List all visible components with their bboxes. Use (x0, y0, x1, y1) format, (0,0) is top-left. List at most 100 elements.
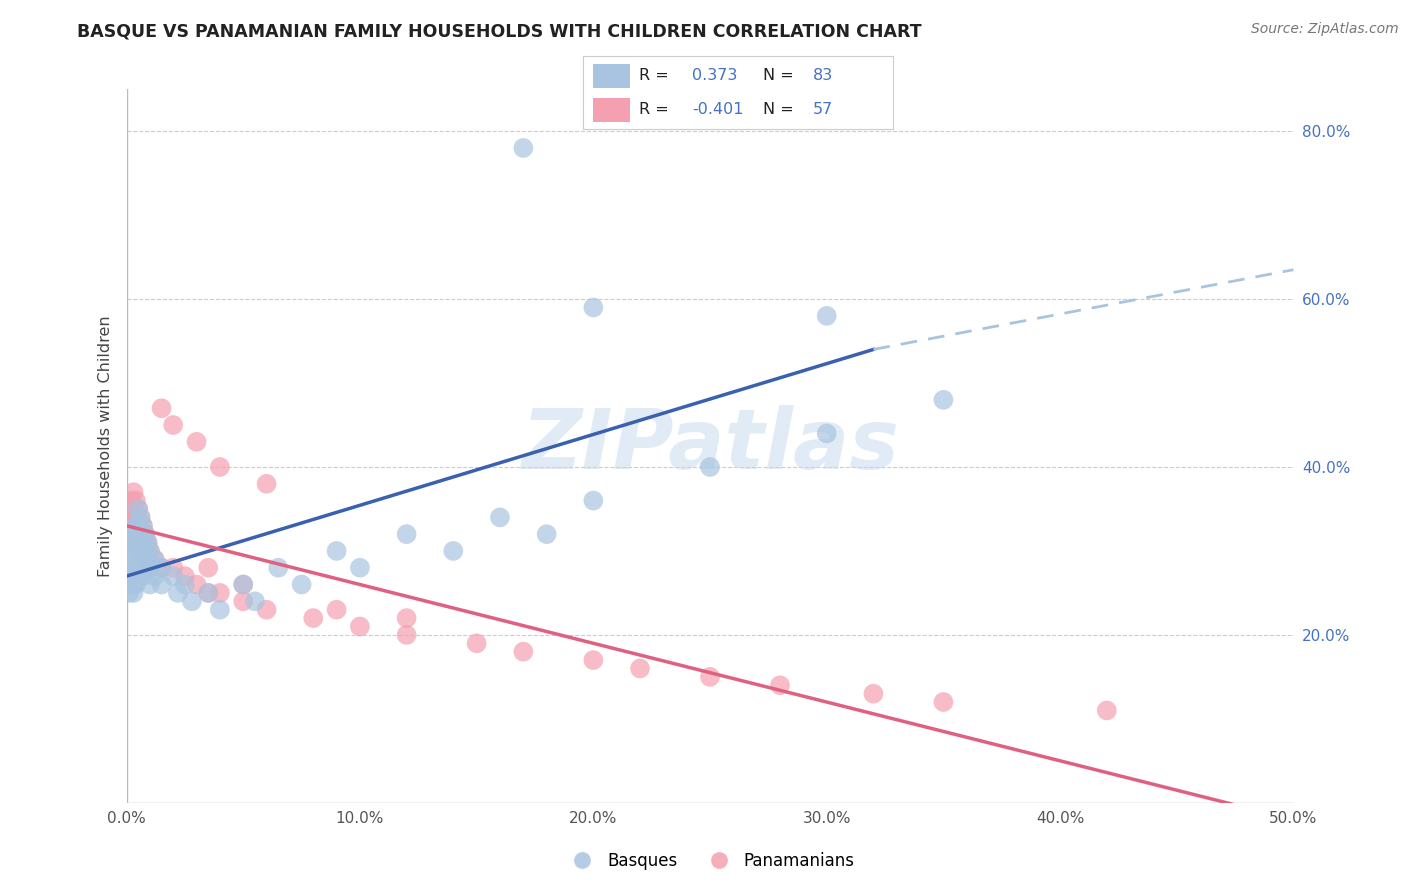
Point (118, 518, 141, 533)
Point (129, 560, 152, 574)
Point (132, 569, 155, 583)
Point (122, 569, 145, 583)
Point (325, 603, 347, 617)
Text: -0.401: -0.401 (692, 103, 744, 118)
Point (232, 577, 254, 591)
Point (150, 577, 173, 591)
Point (232, 577, 254, 591)
Point (127, 560, 149, 574)
Point (120, 527, 142, 541)
Text: N =: N = (763, 103, 793, 118)
Text: Source: ZipAtlas.com: Source: ZipAtlas.com (1251, 22, 1399, 37)
Point (120, 493, 142, 508)
Point (143, 552, 166, 566)
Point (197, 560, 219, 574)
Point (118, 569, 141, 583)
Point (136, 535, 159, 549)
Point (582, 653, 605, 667)
Point (267, 560, 290, 574)
Point (862, 687, 884, 701)
Text: BASQUE VS PANAMANIAN FAMILY HOUSEHOLDS WITH CHILDREN CORRELATION CHART: BASQUE VS PANAMANIAN FAMILY HOUSEHOLDS W… (77, 22, 922, 40)
Point (150, 560, 173, 574)
Point (125, 535, 148, 549)
Point (139, 544, 162, 558)
Point (125, 518, 148, 533)
Text: R =: R = (640, 103, 669, 118)
Point (162, 417, 184, 432)
Point (125, 510, 148, 524)
Point (134, 527, 156, 541)
Point (197, 586, 219, 600)
Point (150, 401, 173, 416)
Legend: Basques, Panamanians: Basques, Panamanians (558, 846, 862, 877)
Point (139, 544, 162, 558)
Point (162, 560, 184, 574)
Point (132, 552, 155, 566)
Point (139, 560, 162, 574)
Point (139, 560, 162, 574)
Point (125, 527, 148, 541)
Point (512, 141, 534, 155)
Point (134, 560, 156, 574)
Point (132, 518, 155, 533)
Point (162, 569, 184, 583)
Point (699, 670, 721, 684)
Point (465, 636, 488, 650)
Point (932, 695, 955, 709)
Point (150, 560, 173, 574)
Point (129, 527, 152, 541)
Point (699, 460, 721, 475)
Point (302, 611, 325, 625)
Point (325, 544, 347, 558)
Point (127, 502, 149, 516)
Text: N =: N = (763, 68, 793, 83)
Point (125, 493, 148, 508)
Point (127, 518, 149, 533)
Point (628, 661, 651, 675)
Point (120, 544, 142, 558)
Text: 57: 57 (813, 103, 832, 118)
Point (120, 527, 142, 541)
Point (395, 611, 418, 625)
Point (132, 535, 155, 549)
Point (186, 434, 208, 449)
Point (536, 527, 558, 541)
Text: ZIPatlas: ZIPatlas (522, 406, 898, 486)
Point (815, 426, 838, 441)
Point (118, 544, 141, 558)
Point (512, 645, 534, 659)
Point (122, 544, 145, 558)
Point (129, 510, 152, 524)
Point (129, 510, 152, 524)
Point (174, 577, 197, 591)
Point (129, 527, 152, 541)
Point (186, 577, 208, 591)
Point (122, 535, 145, 549)
Point (441, 544, 464, 558)
Point (122, 485, 145, 500)
Point (127, 552, 149, 566)
Point (290, 577, 312, 591)
Y-axis label: Family Households with Children: Family Households with Children (97, 315, 112, 577)
Point (232, 594, 254, 608)
Text: R =: R = (640, 68, 669, 83)
Point (256, 603, 278, 617)
Point (122, 552, 145, 566)
Point (197, 586, 219, 600)
Point (932, 392, 955, 407)
Point (125, 577, 148, 591)
Point (208, 460, 231, 475)
Point (395, 527, 418, 541)
Point (769, 678, 792, 692)
Point (136, 535, 159, 549)
Point (122, 577, 145, 591)
Point (118, 502, 141, 516)
Point (120, 577, 142, 591)
Point (208, 603, 231, 617)
Point (118, 560, 141, 574)
Point (129, 544, 152, 558)
Point (582, 301, 605, 315)
Point (349, 560, 371, 574)
Point (132, 518, 155, 533)
Point (127, 535, 149, 549)
